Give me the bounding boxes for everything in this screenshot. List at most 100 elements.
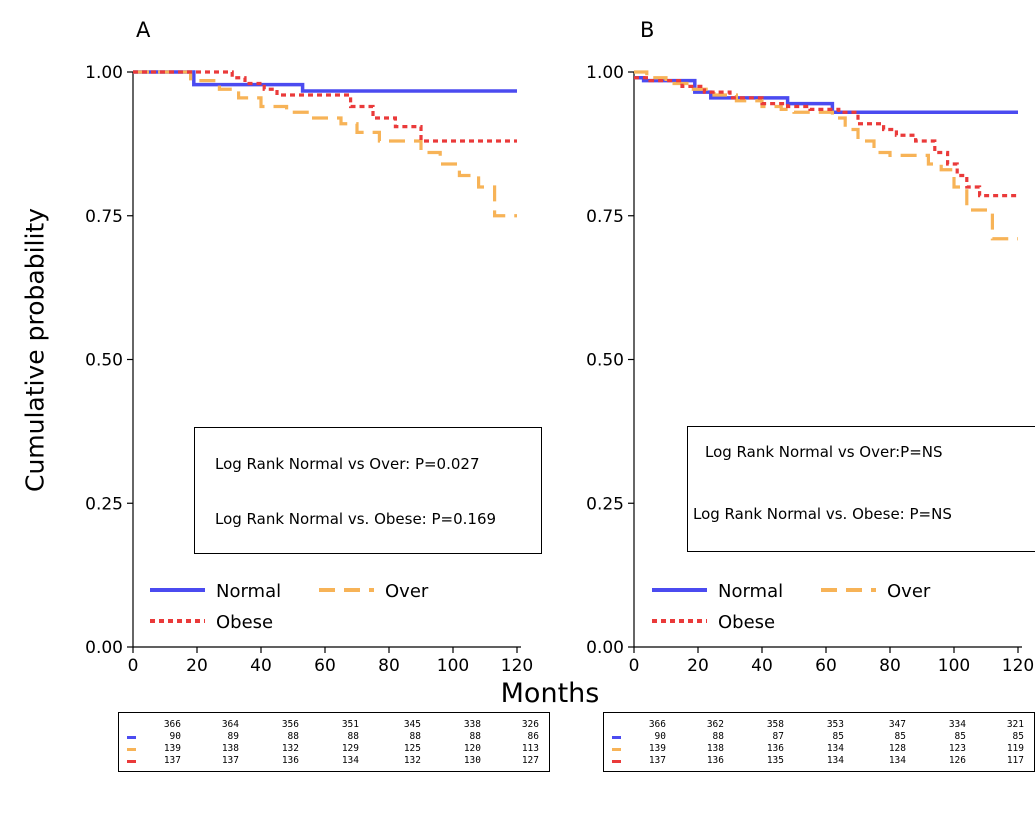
risk-table-cell: 120	[463, 743, 481, 754]
risk-table-cell: 139	[648, 743, 666, 754]
risk-table-cell: 89	[227, 731, 239, 742]
risk-table-cell: 347	[888, 719, 906, 730]
risk-table-cell: 119	[1006, 743, 1024, 754]
legend-label-obese: Obese	[216, 612, 273, 633]
risk-table-cell: 132	[403, 755, 421, 766]
risk-table-cell: 123	[948, 743, 966, 754]
risk-table-cell: 129	[341, 743, 359, 754]
risk-table-cell: 130	[463, 755, 481, 766]
risk-table-cell: 136	[766, 743, 784, 754]
risk-table-cell: 362	[706, 719, 724, 730]
series-line-obese	[634, 76, 1018, 198]
y-tick-label: 0.00	[586, 638, 624, 658]
legend-label-over: Over	[385, 581, 429, 602]
risk-table-cell: 351	[341, 719, 359, 730]
x-tick-label: 100	[938, 656, 970, 676]
series-line-obese	[133, 70, 517, 143]
risk-table-cell: 138	[221, 743, 239, 754]
risk-table-cell: 345	[403, 719, 421, 730]
panel-label-a: A	[136, 18, 151, 42]
risk-swatch-normal	[127, 736, 136, 739]
risk-table-row: 137 137 136 134 132 130 127	[119, 755, 549, 767]
risk-table-cell: 135	[766, 755, 784, 766]
risk-table-cell: 88	[287, 731, 299, 742]
panel-b: 0.00 0.25 0.50 0.75 1.00 0 20 40 60 80 100 120 Norma…	[586, 63, 1034, 676]
logrank-annotation-text: Log Rank Normal vs Over:P=NS	[705, 443, 943, 461]
risk-swatch-over	[612, 748, 621, 751]
risk-table-cell: 358	[766, 719, 784, 730]
y-tick-label: 0.25	[586, 494, 624, 514]
risk-table-cell: 125	[403, 743, 421, 754]
x-tick-label: 40	[751, 656, 773, 676]
risk-table-cell: 334	[948, 719, 966, 730]
risk-table-cell: 134	[826, 755, 844, 766]
x-tick-label: 0	[629, 656, 640, 676]
risk-table-cell: 126	[948, 755, 966, 766]
y-tick-label: 0.75	[85, 207, 123, 227]
logrank-annotation-text: Log Rank Normal vs. Obese: P=NS	[693, 505, 952, 523]
logrank-annotation-box: Log Rank Normal vs Over: P=0.027 Log Rank…	[194, 427, 542, 554]
risk-table-row: 90 88 87 85 85 85 85	[604, 731, 1034, 743]
risk-table-cell: 117	[1006, 755, 1024, 766]
risk-swatch-obese	[612, 760, 621, 763]
x-tick-label: 80	[879, 656, 901, 676]
risk-table-row: 139 138 136 134 128 123 119	[604, 743, 1034, 755]
risk-table-cell: 86	[527, 731, 539, 742]
risk-table-cell: 113	[521, 743, 539, 754]
risk-table-cell: 127	[521, 755, 539, 766]
risk-table-cell: 134	[826, 743, 844, 754]
y-tick-label: 0.50	[586, 351, 624, 371]
risk-table-cell: 136	[706, 755, 724, 766]
risk-table-cell: 85	[894, 731, 906, 742]
risk-table-cell: 88	[712, 731, 724, 742]
series-line-over	[133, 70, 517, 218]
x-tick-label: 80	[378, 656, 400, 676]
risk-table-cell: 88	[347, 731, 359, 742]
legend-label-over: Over	[887, 581, 931, 602]
risk-swatch-normal	[612, 736, 621, 739]
risk-table-header-row: 366 364 356 351 345 338 326	[119, 719, 549, 731]
legend-label-normal: Normal	[216, 581, 281, 602]
risk-table-a: 366 364 356 351 345 338 326 90 89 88 88 88 88 86 139 13…	[118, 712, 550, 772]
risk-table-cell: 134	[888, 755, 906, 766]
series-line-normal	[634, 76, 1018, 114]
risk-table-cell: 356	[281, 719, 299, 730]
risk-table-cell: 132	[281, 743, 299, 754]
x-tick-label: 120	[1002, 656, 1034, 676]
x-tick-label: 100	[437, 656, 469, 676]
risk-table-cell: 137	[163, 755, 181, 766]
y-tick-label: 0.25	[85, 494, 123, 514]
panel-a: 0.00 0.25 0.50 0.75 1.00 0 20 40 60 80 100 120 Norma…	[85, 63, 533, 676]
y-tick-label: 0.75	[586, 207, 624, 227]
risk-table-cell: 321	[1006, 719, 1024, 730]
risk-table-row: 90 89 88 88 88 88 86	[119, 731, 549, 743]
panel-label-b: B	[640, 18, 655, 42]
risk-table-cell: 88	[409, 731, 421, 742]
x-tick-label: 20	[186, 656, 208, 676]
risk-table-cell: 128	[888, 743, 906, 754]
risk-table-row: 137 136 135 134 134 126 117	[604, 755, 1034, 767]
risk-table-cell: 366	[163, 719, 181, 730]
risk-table-cell: 134	[341, 755, 359, 766]
x-axis-label: Months	[500, 678, 600, 709]
risk-table-cell: 85	[954, 731, 966, 742]
risk-table-cell: 90	[169, 731, 181, 742]
risk-table-b: 366 362 358 353 347 334 321 90 88 87 85 85 85 85 139 13…	[603, 712, 1035, 772]
logrank-annotation-text: Log Rank Normal vs Over: P=0.027	[215, 455, 480, 473]
y-tick-label: 1.00	[85, 63, 123, 83]
risk-table-row: 139 138 132 129 125 120 113	[119, 743, 549, 755]
risk-swatch-obese	[127, 760, 136, 763]
risk-table-cell: 364	[221, 719, 239, 730]
risk-table-cell: 353	[826, 719, 844, 730]
risk-table-cell: 138	[706, 743, 724, 754]
series-line-over	[634, 70, 1018, 241]
x-tick-label: 40	[250, 656, 272, 676]
risk-table-cell: 85	[1012, 731, 1024, 742]
logrank-annotation-text: Log Rank Normal vs. Obese: P=0.169	[215, 510, 497, 528]
legend-label-normal: Normal	[718, 581, 783, 602]
x-tick-label: 120	[501, 656, 533, 676]
risk-table-cell: 366	[648, 719, 666, 730]
y-tick-label: 1.00	[586, 63, 624, 83]
